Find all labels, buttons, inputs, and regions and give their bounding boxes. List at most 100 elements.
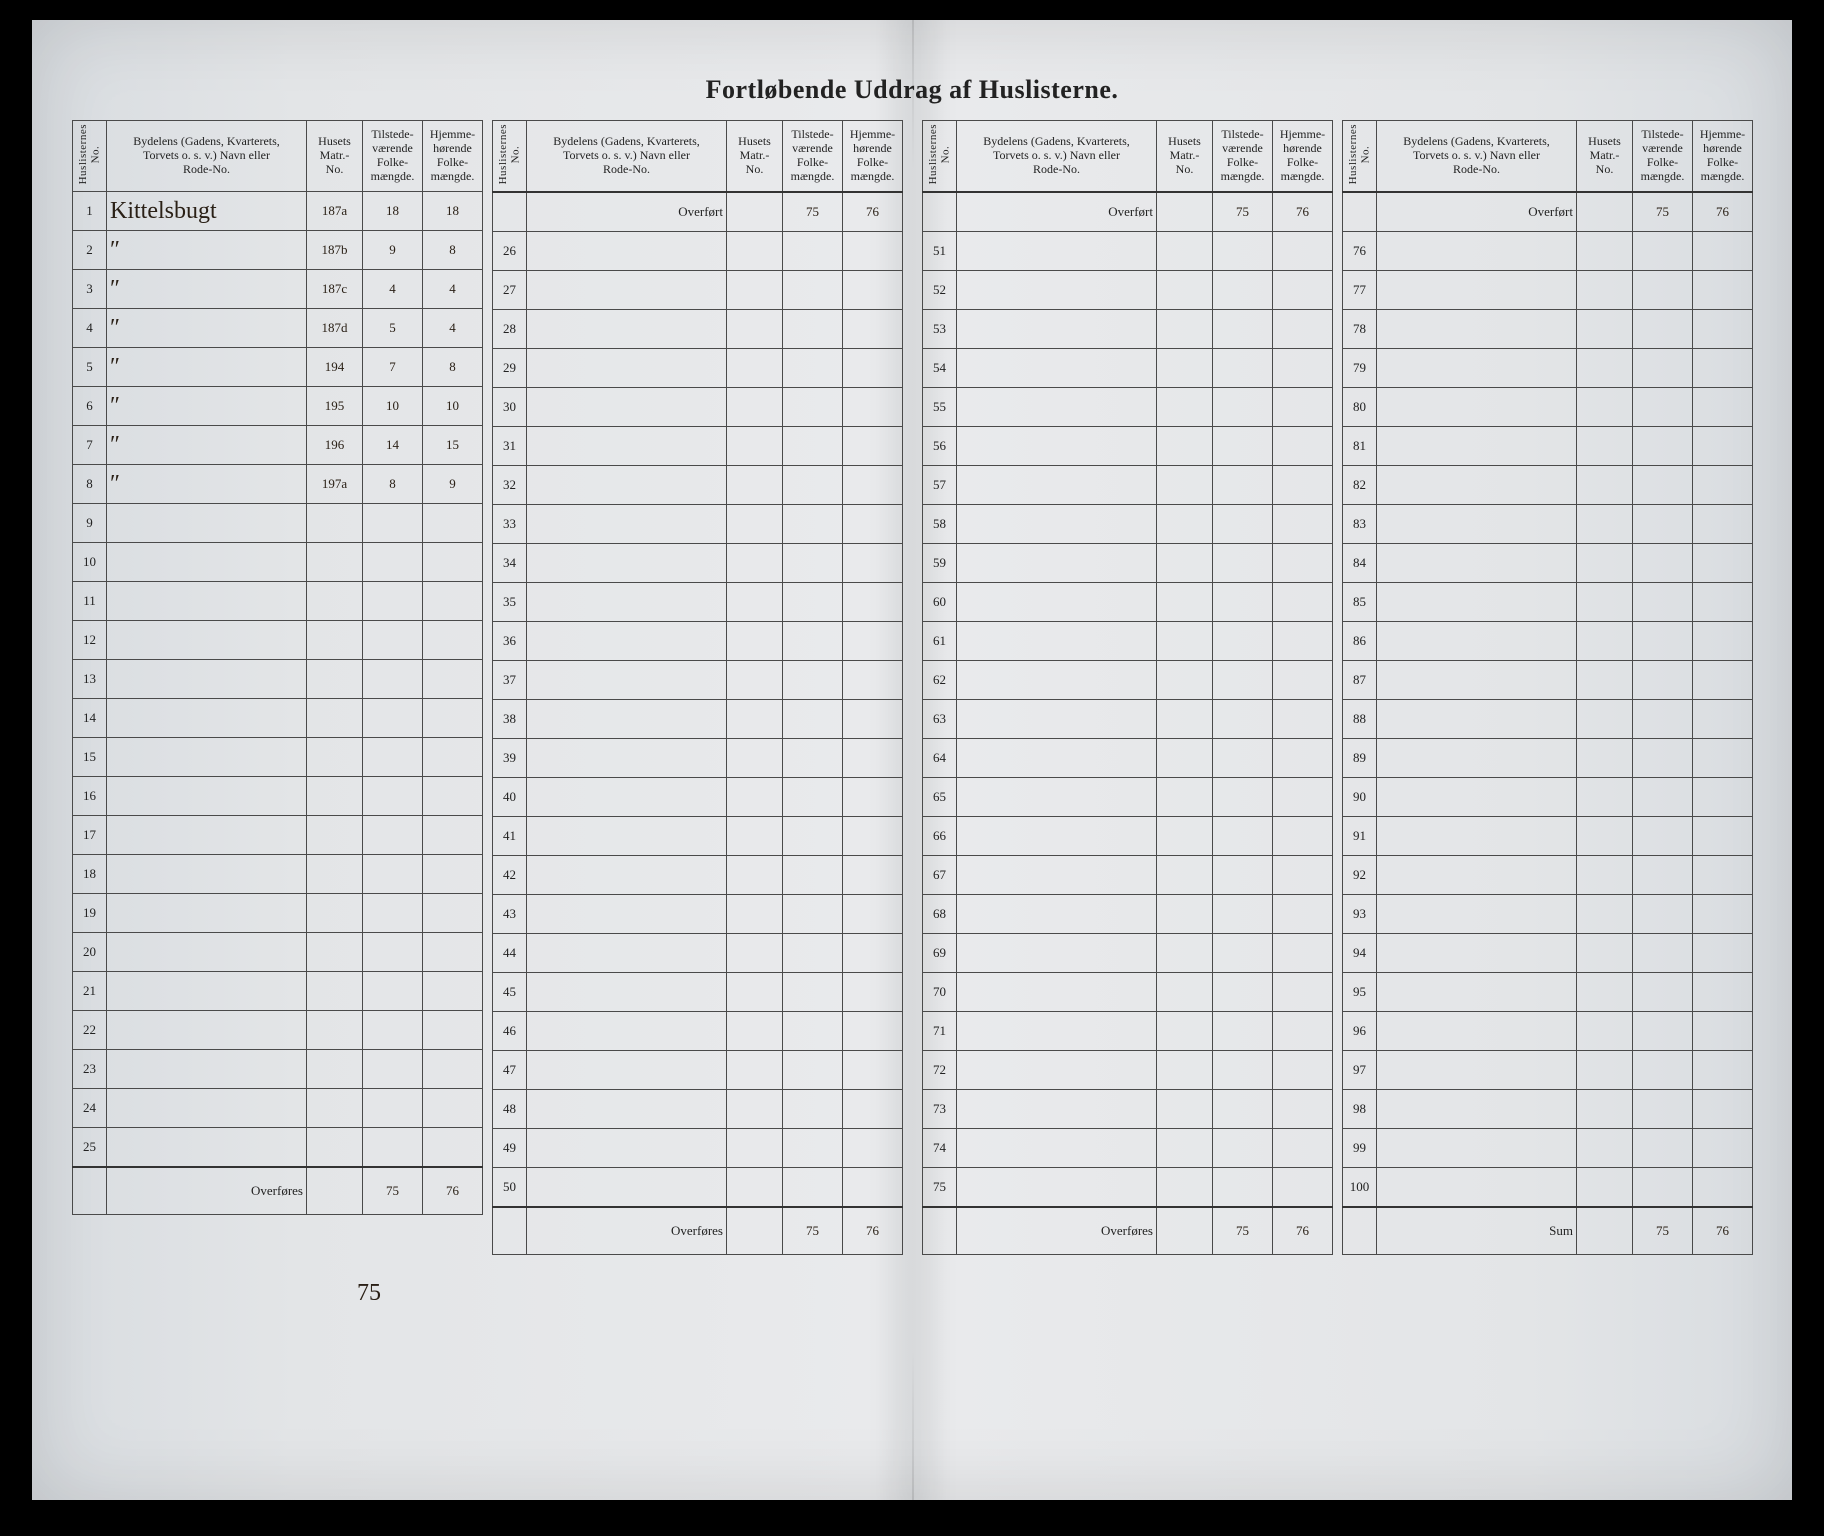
cell-tilstede [1633, 1129, 1693, 1168]
table-row: 94 [1343, 934, 1753, 973]
cell-matr [727, 700, 783, 739]
cell-bydel [1377, 583, 1577, 622]
row-number: 41 [493, 817, 527, 856]
cell-tilstede [783, 973, 843, 1012]
cell-tilstede [783, 271, 843, 310]
cell-tilstede [363, 1011, 423, 1050]
label-overfort: Overført [957, 192, 1157, 232]
row-number: 89 [1343, 739, 1377, 778]
cell-hjemme: 8 [423, 348, 483, 387]
cell-matr [727, 1090, 783, 1129]
cell-bydel [527, 1168, 727, 1208]
cell-hjemme [843, 856, 903, 895]
cell-tilstede [1213, 739, 1273, 778]
row-number: 23 [73, 1050, 107, 1089]
cell-matr [727, 1168, 783, 1208]
cell-matr [1577, 388, 1633, 427]
label-sum: Sum [1377, 1207, 1577, 1255]
cell-matr: 187d [307, 309, 363, 348]
cell-bydel [1377, 1129, 1577, 1168]
cell-matr [1577, 817, 1633, 856]
cell-bydel [1377, 622, 1577, 661]
row-number: 38 [493, 700, 527, 739]
cell-matr [727, 622, 783, 661]
cell-hjemme [843, 271, 903, 310]
cell-bydel [957, 583, 1157, 622]
cell-bydel [527, 622, 727, 661]
cell-tilstede [1633, 388, 1693, 427]
cell-hjemme [1693, 1090, 1753, 1129]
cell-tilstede: 8 [363, 465, 423, 504]
row-number: 32 [493, 466, 527, 505]
cell-hjemme [1273, 388, 1333, 427]
cell-matr [1157, 700, 1213, 739]
cell-bydel [107, 660, 307, 699]
cell-hjemme [843, 739, 903, 778]
cell-matr [307, 699, 363, 738]
cell-hjemme [1273, 505, 1333, 544]
cell-bydel [527, 739, 727, 778]
cell-bydel [107, 738, 307, 777]
cell-tilstede [1633, 1051, 1693, 1090]
cell-hjemme [1273, 1090, 1333, 1129]
cell-hjemme [1693, 1051, 1753, 1090]
table-row: 5″19478 [73, 348, 483, 387]
cell-hjemme [1273, 856, 1333, 895]
table-row: 95 [1343, 973, 1753, 1012]
cell-bydel [957, 895, 1157, 934]
cell-hjemme [1273, 427, 1333, 466]
cell-bydel [1377, 544, 1577, 583]
cell-bydel [107, 699, 307, 738]
table-row: 61 [923, 622, 1333, 661]
table-row: 52 [923, 271, 1333, 310]
row-number: 87 [1343, 661, 1377, 700]
row-number: 68 [923, 895, 957, 934]
col-huslisternes-no: HuslisternesNo. [497, 124, 522, 184]
cell-tilstede [1633, 700, 1693, 739]
cell-bydel [957, 934, 1157, 973]
table-row: 73 [923, 1090, 1333, 1129]
table-row: 60 [923, 583, 1333, 622]
table-row: 53 [923, 310, 1333, 349]
row-number: 18 [73, 855, 107, 894]
table-row: 63 [923, 700, 1333, 739]
cell-matr [1157, 622, 1213, 661]
cell-matr [1577, 661, 1633, 700]
cell-matr [1157, 739, 1213, 778]
cell-tilstede [783, 1090, 843, 1129]
cell-hjemme [1693, 466, 1753, 505]
footer-tilstede: 75 [363, 1167, 423, 1215]
cell-hjemme [1693, 388, 1753, 427]
cell-hjemme [843, 310, 903, 349]
table-row: 50 [493, 1168, 903, 1208]
table-row: 32 [493, 466, 903, 505]
cell-tilstede [1633, 427, 1693, 466]
ledger-sheet: HuslisternesNo.Bydelens (Gadens, Kvarter… [72, 120, 1752, 1440]
cell-bydel [957, 466, 1157, 505]
cell-tilstede [1213, 388, 1273, 427]
table-row: 29 [493, 349, 903, 388]
cell-bydel [957, 1168, 1157, 1208]
cell-hjemme [1273, 934, 1333, 973]
footer-hjemme: 76 [1273, 1207, 1333, 1255]
table-row: 18 [73, 855, 483, 894]
table-row: 72 [923, 1051, 1333, 1090]
cell-matr [1577, 544, 1633, 583]
cell-matr [1577, 895, 1633, 934]
col-tilstede: Tilstede-værendeFolke-mængde. [363, 121, 423, 192]
cell-hjemme [843, 778, 903, 817]
cell-tilstede [1213, 1090, 1273, 1129]
cell-tilstede [783, 934, 843, 973]
row-number: 27 [493, 271, 527, 310]
cell-hjemme [1273, 895, 1333, 934]
cell-bydel [107, 1128, 307, 1168]
cell-hjemme [423, 1089, 483, 1128]
row-number: 21 [73, 972, 107, 1011]
cell-hjemme [843, 427, 903, 466]
row-number: 35 [493, 583, 527, 622]
cell-tilstede [783, 622, 843, 661]
row-number: 99 [1343, 1129, 1377, 1168]
table-row: 86 [1343, 622, 1753, 661]
row-number: 40 [493, 778, 527, 817]
table-row: 3″187c44 [73, 270, 483, 309]
